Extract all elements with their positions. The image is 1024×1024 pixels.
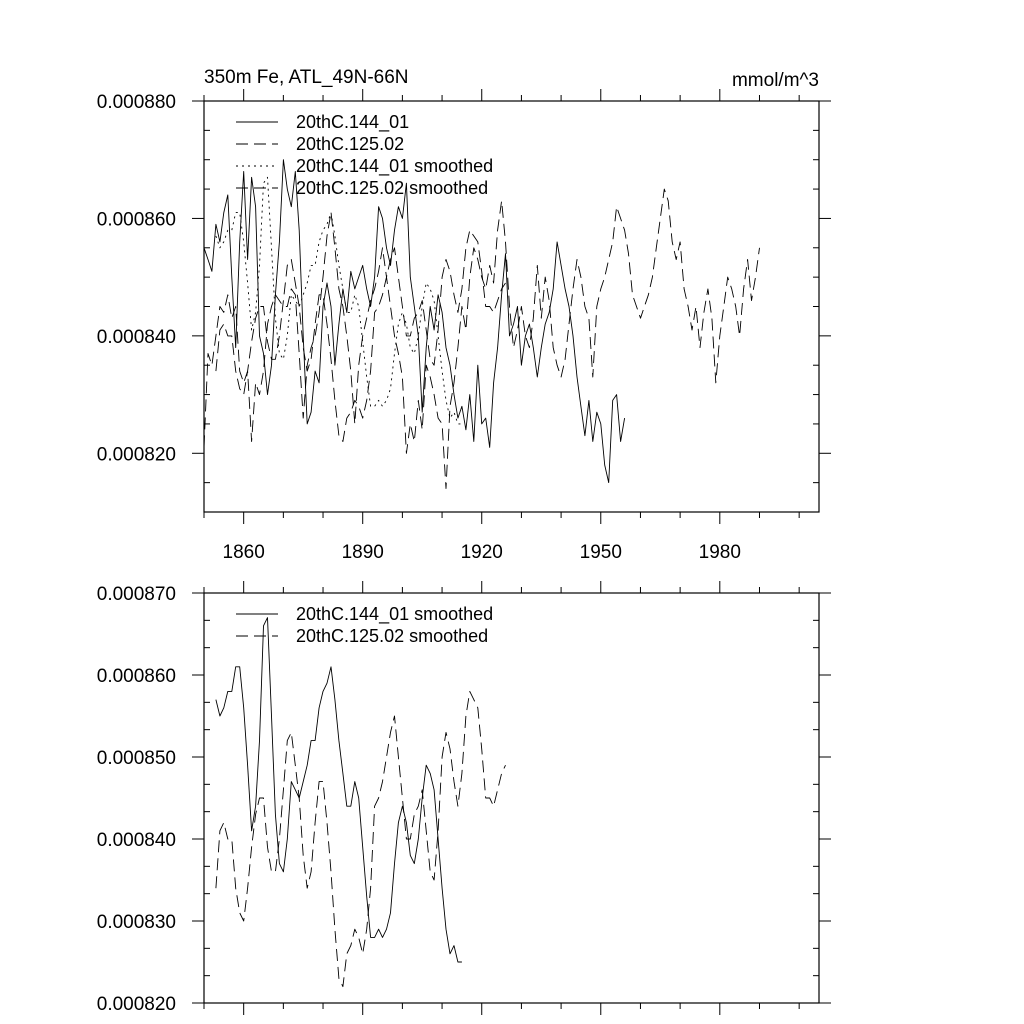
- series-line-2: [203, 188, 760, 489]
- series-line-2: [215, 690, 506, 988]
- series-line-1: [203, 159, 626, 484]
- y-tick-label: 0.000840: [97, 830, 176, 851]
- series-line-3: [215, 176, 462, 425]
- x-tick-label: 1950: [580, 542, 622, 563]
- y-tick-label: 0.000850: [97, 748, 176, 769]
- x-tick-label: 1860: [223, 542, 265, 563]
- y-tick-label: 0.000840: [97, 327, 176, 348]
- legend-label: 20thC.125.02: [296, 134, 404, 154]
- legend-label: 20thC.125.02 smoothed: [296, 178, 488, 198]
- chart-title: 350m Fe, ATL_49N-66N: [204, 67, 409, 88]
- legend-label: 20thC.125.02 smoothed: [296, 626, 488, 646]
- legend-label: 20thC.144_01: [296, 112, 409, 133]
- legend-label: 20thC.144_01 smoothed: [296, 604, 493, 625]
- units-label: mmol/m^3: [732, 70, 819, 91]
- y-tick-label: 0.000870: [97, 584, 176, 605]
- series-line-1: [215, 617, 462, 963]
- y-tick-label: 0.000820: [97, 994, 176, 1015]
- y-tick-label: 0.000860: [97, 666, 176, 687]
- x-tick-label: 1980: [699, 542, 741, 563]
- x-tick-label: 1890: [342, 542, 384, 563]
- bottom-chart-panel: 0.000820 0.000830 0.000840 0.000850 0.000860…: [97, 581, 831, 1015]
- top-chart-panel: 350m Fe, ATL_49N-66N mmol/m^3 1860 1890 19…: [97, 67, 831, 563]
- plot-frame: [203, 592, 820, 1004]
- series-line-4: [215, 229, 506, 442]
- x-tick-label: 1920: [461, 542, 503, 563]
- y-tick-label: 0.000820: [97, 444, 176, 465]
- y-tick-label: 0.000830: [97, 912, 176, 933]
- y-tick-label: 0.000880: [97, 92, 176, 113]
- legend-label: 20thC.144_01 smoothed: [296, 156, 493, 177]
- y-tick-label: 0.000860: [97, 209, 176, 230]
